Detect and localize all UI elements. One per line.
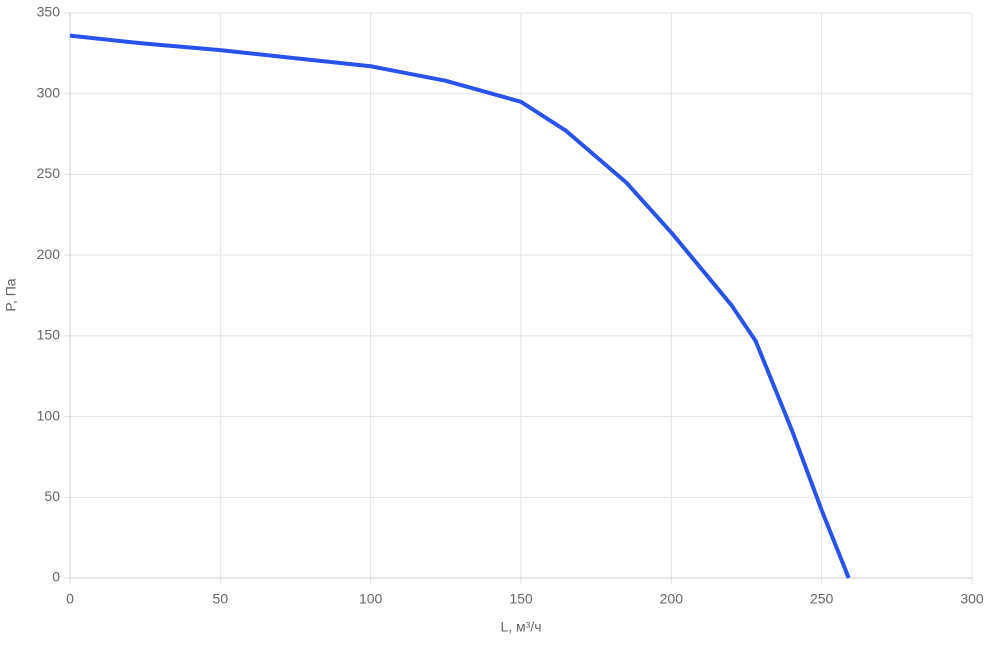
data-line	[69, 33, 851, 579]
x-tick-label: 100	[359, 591, 383, 607]
y-tick-label: 150	[37, 327, 61, 343]
x-tick-label: 200	[660, 591, 684, 607]
y-tick-label: 200	[37, 246, 61, 262]
y-tick-label: 350	[37, 4, 61, 20]
x-axis-label: L, м³/ч	[500, 619, 541, 635]
x-tick-label: 0	[66, 591, 74, 607]
y-axis-label: P, Па	[3, 278, 19, 311]
y-tick-label: 250	[37, 165, 61, 181]
y-tick-label: 50	[44, 488, 60, 504]
y-tick-label: 100	[37, 407, 61, 423]
y-tick-label: 300	[37, 84, 61, 100]
x-tick-label: 250	[810, 591, 834, 607]
x-tick-label: 300	[960, 591, 984, 607]
x-tick-label: 50	[213, 591, 229, 607]
x-tick-label: 150	[509, 591, 533, 607]
y-tick-label: 0	[52, 569, 60, 585]
